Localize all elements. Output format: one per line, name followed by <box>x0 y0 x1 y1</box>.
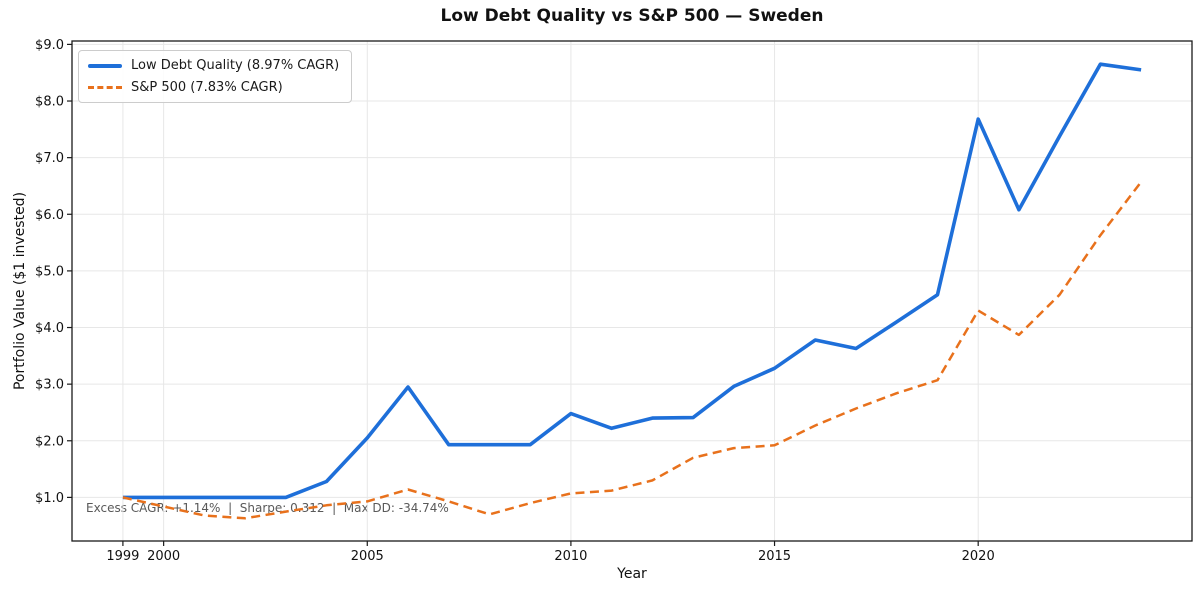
x-tick-label: 2000 <box>147 549 180 564</box>
axis-ticks: 1999 2000 2005 2010 2015 2020 $1.0 $2.0 $3.0 $4.0… <box>35 38 995 564</box>
y-tick-label: $8.0 <box>35 95 64 110</box>
legend: Low Debt Quality (8.97% CAGR) S&P 500 (7… <box>78 50 353 103</box>
chart-title: Low Debt Quality vs S&P 500 — Sweden <box>440 6 824 26</box>
x-tick-label: 2020 <box>962 549 995 564</box>
x-tick-label: 2005 <box>351 549 384 564</box>
stats-annotation: Excess CAGR: +1.14% | Sharpe: 0.312 | Ma… <box>86 501 449 515</box>
y-tick-label: $2.0 <box>35 434 64 449</box>
legend-label: S&P 500 (7.83% CAGR) <box>131 80 283 95</box>
y-tick-label: $6.0 <box>35 208 64 223</box>
y-tick-label: $3.0 <box>35 378 64 393</box>
legend-item-low-debt-quality: Low Debt Quality (8.97% CAGR) <box>88 58 339 73</box>
series-line-1 <box>122 181 1143 520</box>
y-tick-label: $5.0 <box>35 264 64 279</box>
gridlines <box>72 41 1192 541</box>
y-tick-label: $4.0 <box>35 321 64 336</box>
legend-line-sample-solid <box>88 63 122 68</box>
y-axis-label: Portfolio Value ($1 invested) <box>12 191 28 391</box>
y-tick-label: $7.0 <box>35 151 64 166</box>
x-axis-label: Year <box>617 566 647 582</box>
y-tick-label: $9.0 <box>35 38 64 53</box>
series-line-0 <box>122 62 1142 500</box>
x-tick-label: 2010 <box>554 549 587 564</box>
x-tick-label: 2015 <box>758 549 791 564</box>
legend-item-sp500: S&P 500 (7.83% CAGR) <box>88 80 339 95</box>
legend-label: Low Debt Quality (8.97% CAGR) <box>131 58 340 73</box>
plot-border <box>71 40 1193 542</box>
legend-line-sample-dashed <box>88 86 122 89</box>
y-tick-label: $1.0 <box>35 491 64 506</box>
x-tick-label: 1999 <box>106 549 139 564</box>
